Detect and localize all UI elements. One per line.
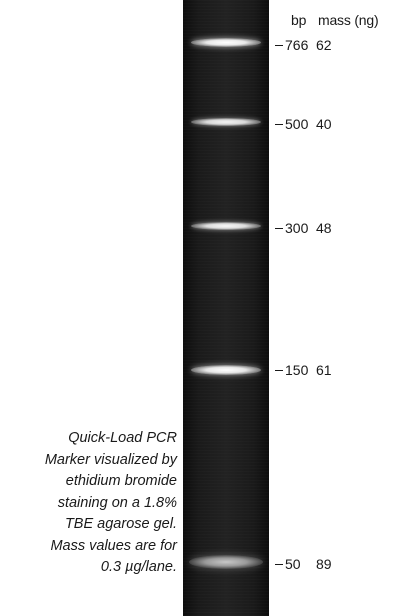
caption-line: Quick-Load PCR: [68, 430, 177, 446]
band-766bp: [191, 38, 261, 47]
gel-lane: [183, 0, 269, 616]
marker-row: 300 48: [275, 219, 332, 237]
caption-line: staining on a 1.8%: [57, 494, 177, 511]
bp-label: 500: [285, 116, 309, 132]
band-150bp: [191, 365, 261, 375]
bp-label: 150: [285, 362, 309, 378]
marker-row: 50 89: [275, 555, 332, 573]
bp-label: 50: [285, 556, 301, 572]
band-300bp: [191, 222, 261, 230]
band-50bp: [189, 555, 263, 569]
marker-row: 500 40: [275, 115, 332, 133]
caption-line: ethidium bromide: [65, 473, 177, 489]
caption-line: TBE agarose gel.: [64, 516, 177, 532]
caption-line: 0.3 µg/lane.: [100, 559, 177, 575]
tick-mark: [275, 227, 283, 229]
mass-column-header: mass (ng): [318, 12, 379, 28]
caption-line: Mass values are for: [50, 537, 177, 554]
bp-label: 300: [285, 220, 309, 236]
band-500bp: [191, 118, 261, 126]
bp-label: 766: [285, 37, 309, 53]
mass-label: 40: [316, 116, 332, 132]
tick-mark: [275, 563, 283, 565]
mass-label: 62: [316, 37, 332, 53]
tick-mark: [275, 123, 283, 125]
caption-line: Marker visualized by: [44, 451, 177, 468]
mass-label: 89: [316, 556, 332, 572]
mass-label: 61: [316, 362, 332, 378]
mass-label: 48: [316, 220, 332, 236]
marker-row: 766 62: [275, 36, 332, 54]
figure-caption: Quick-Load PCR Marker visualized by ethi…: [0, 428, 177, 579]
tick-mark: [275, 369, 283, 371]
marker-row: 150 61: [275, 361, 332, 379]
bp-column-header: bp: [291, 12, 307, 28]
tick-mark: [275, 44, 283, 46]
